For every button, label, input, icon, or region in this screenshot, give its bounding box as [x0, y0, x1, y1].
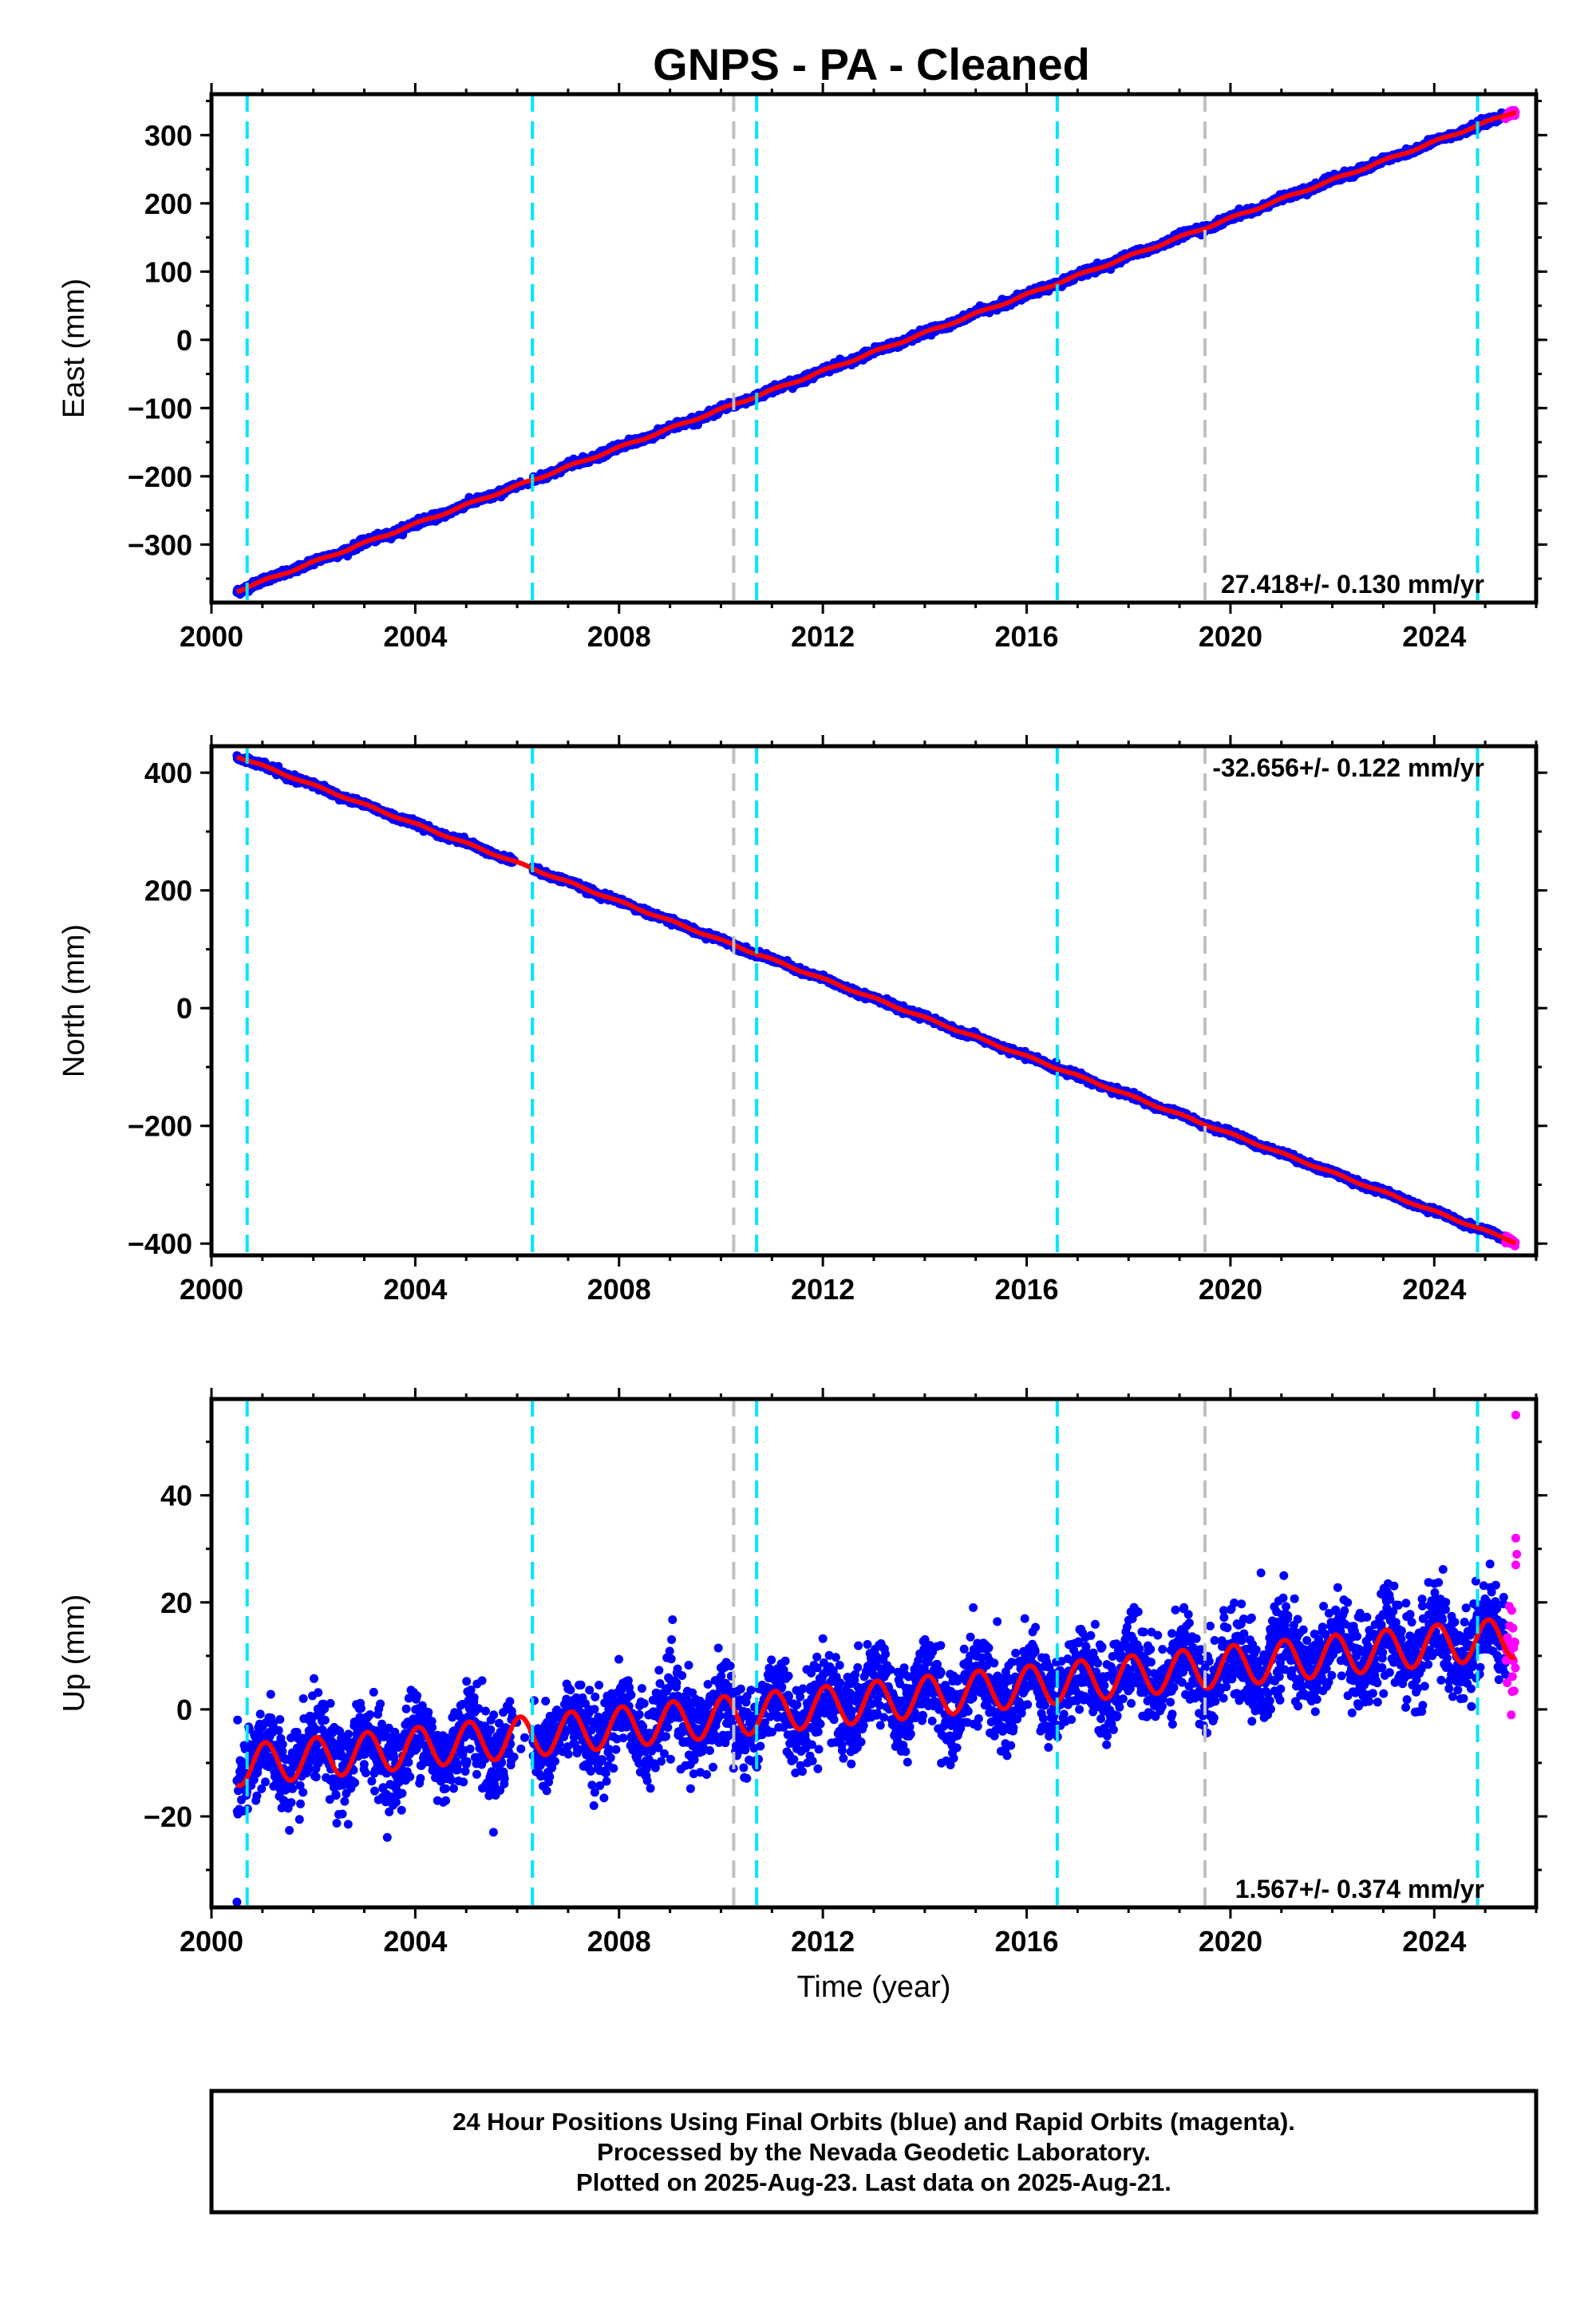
east-y-tick-label-2: 100 [144, 255, 192, 288]
east-x-tick-label-0: 2000 [180, 620, 243, 653]
east-x-tick-label-6: 2024 [1402, 620, 1466, 653]
east-y-tick-label-0: 300 [144, 119, 192, 152]
east-y-tick-label-5: −200 [128, 460, 192, 493]
east-plot-marks [232, 105, 1520, 599]
east-x-tick-label-5: 2020 [1199, 620, 1262, 653]
east-x-tick-label-4: 2016 [994, 620, 1058, 653]
east-x-tick-label-3: 2012 [791, 620, 855, 653]
east-x-tick-label-1: 2004 [383, 620, 447, 653]
east-y-tick-label-6: −300 [128, 528, 192, 561]
east-velocity-label: 27.418+/- 0.130 mm/yr [1221, 570, 1484, 599]
east-y-tick-label-1: 200 [144, 188, 192, 220]
east-y-axis-label: East (mm) [57, 279, 91, 418]
figure-title: GNPS - PA - Cleaned [653, 39, 1090, 89]
east-panel: 2000 2004 2008 2012 2016 2020 2024 300 200 100 0 −1… [57, 83, 1547, 653]
east-x-tick-label-2: 2008 [587, 620, 651, 653]
east-y-tick-label-4: −100 [128, 392, 192, 425]
east-y-tick-label-3: 0 [176, 324, 192, 357]
